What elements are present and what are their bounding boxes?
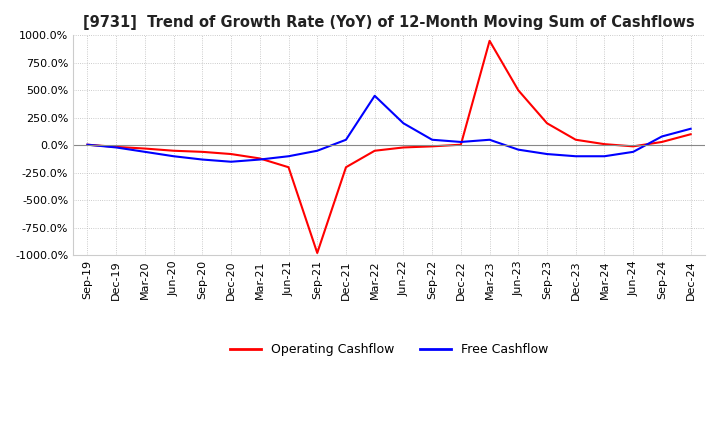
Free Cashflow	[342, 137, 351, 143]
Free Cashflow	[313, 148, 322, 154]
Operating Cashflow	[600, 142, 609, 147]
Free Cashflow	[140, 149, 149, 154]
Operating Cashflow	[256, 156, 264, 161]
Operating Cashflow	[169, 148, 178, 154]
Free Cashflow	[428, 137, 436, 143]
Operating Cashflow	[313, 250, 322, 256]
Operating Cashflow	[514, 88, 523, 93]
Operating Cashflow	[485, 38, 494, 44]
Free Cashflow	[169, 154, 178, 159]
Operating Cashflow	[342, 165, 351, 170]
Free Cashflow	[370, 93, 379, 99]
Operating Cashflow	[83, 142, 91, 147]
Operating Cashflow	[370, 148, 379, 154]
Operating Cashflow	[112, 144, 120, 150]
Free Cashflow	[198, 157, 207, 162]
Operating Cashflow	[198, 149, 207, 154]
Free Cashflow	[227, 159, 235, 165]
Free Cashflow	[686, 126, 695, 132]
Free Cashflow	[600, 154, 609, 159]
Free Cashflow	[83, 142, 91, 147]
Operating Cashflow	[572, 137, 580, 143]
Free Cashflow	[485, 137, 494, 143]
Free Cashflow	[112, 145, 120, 150]
Free Cashflow	[629, 149, 637, 154]
Operating Cashflow	[629, 144, 637, 149]
Operating Cashflow	[227, 151, 235, 157]
Line: Operating Cashflow: Operating Cashflow	[87, 41, 690, 253]
Free Cashflow	[399, 121, 408, 126]
Free Cashflow	[256, 157, 264, 162]
Operating Cashflow	[456, 142, 465, 147]
Line: Free Cashflow: Free Cashflow	[87, 96, 690, 162]
Free Cashflow	[456, 139, 465, 145]
Operating Cashflow	[543, 121, 552, 126]
Operating Cashflow	[284, 165, 293, 170]
Free Cashflow	[572, 154, 580, 159]
Operating Cashflow	[428, 144, 436, 149]
Free Cashflow	[543, 151, 552, 157]
Operating Cashflow	[686, 132, 695, 137]
Operating Cashflow	[399, 145, 408, 150]
Operating Cashflow	[140, 146, 149, 151]
Free Cashflow	[284, 154, 293, 159]
Free Cashflow	[514, 147, 523, 152]
Title: [9731]  Trend of Growth Rate (YoY) of 12-Month Moving Sum of Cashflows: [9731] Trend of Growth Rate (YoY) of 12-…	[84, 15, 695, 30]
Legend: Operating Cashflow, Free Cashflow: Operating Cashflow, Free Cashflow	[225, 338, 553, 361]
Free Cashflow	[657, 134, 666, 139]
Operating Cashflow	[657, 139, 666, 145]
